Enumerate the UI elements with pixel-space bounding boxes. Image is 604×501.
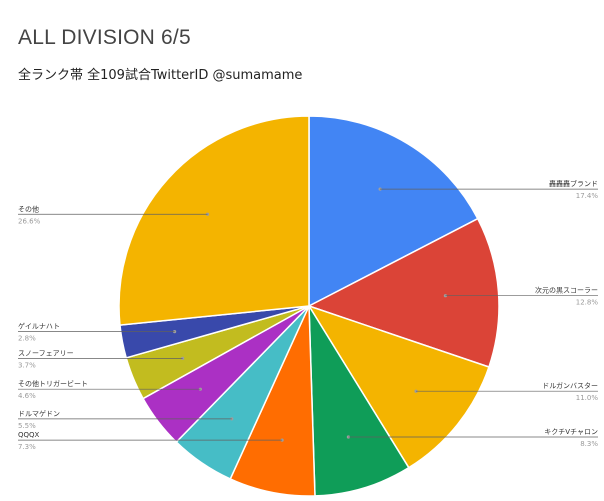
pie-slice-3 [308, 303, 410, 497]
pie-slice-9 [118, 115, 310, 326]
slice-label-8: ゲイルナハト [18, 322, 60, 331]
slice-percent-6: 4.6% [18, 392, 36, 400]
slice-percent-5: 5.5% [18, 422, 36, 430]
slice-label-2: ドルガンバスター [542, 381, 598, 390]
slice-label-5: ドルマゲドン [18, 409, 60, 418]
slice-percent-9: 26.6% [18, 217, 41, 225]
slice-percent-8: 2.8% [18, 335, 36, 343]
chart-subtitle: 全ランク帯 全109試合TwitterID @sumamame [18, 68, 303, 83]
slice-percent-4: 7.3% [18, 443, 36, 451]
slice-label-1: 次元の黒スコーラー [535, 286, 598, 295]
slice-label-7: スノーフェアリー [18, 349, 74, 357]
pie-slice-2 [307, 304, 490, 469]
slice-label-9: その他 [18, 204, 39, 213]
slice-percent-1: 12.8% [576, 299, 599, 307]
pie-slice-0 [308, 115, 479, 308]
pie-slice-1 [307, 217, 500, 368]
chart-title: ALL DIVISION 6/5 [18, 26, 191, 49]
slice-label-6: その他トリガービート [18, 379, 88, 388]
slice-percent-2: 11.0% [576, 394, 599, 402]
slice-label-4: QQQX [18, 431, 40, 439]
slice-percent-0: 17.4% [576, 192, 599, 200]
slice-label-0: 轟轟轟ブランド [549, 179, 598, 188]
pie-labels: 轟轟轟ブランド 17.4% 次元の黒スコーラー 12.8% ドルガンバスター 11.0% キ… [18, 179, 598, 451]
slice-percent-7: 3.7% [18, 361, 36, 369]
slice-label-3: キクチVチャロン [544, 428, 598, 436]
pie-slices [118, 115, 500, 497]
slice-percent-3: 8.3% [580, 440, 598, 448]
